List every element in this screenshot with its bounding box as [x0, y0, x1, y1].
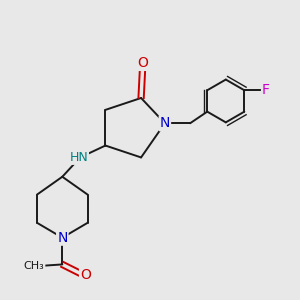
- Text: CH₃: CH₃: [24, 261, 44, 271]
- Text: O: O: [80, 268, 91, 282]
- Text: O: O: [137, 56, 148, 70]
- Text: N: N: [57, 231, 68, 245]
- Text: HN: HN: [69, 151, 88, 164]
- Text: F: F: [262, 83, 270, 97]
- Text: N: N: [160, 116, 170, 130]
